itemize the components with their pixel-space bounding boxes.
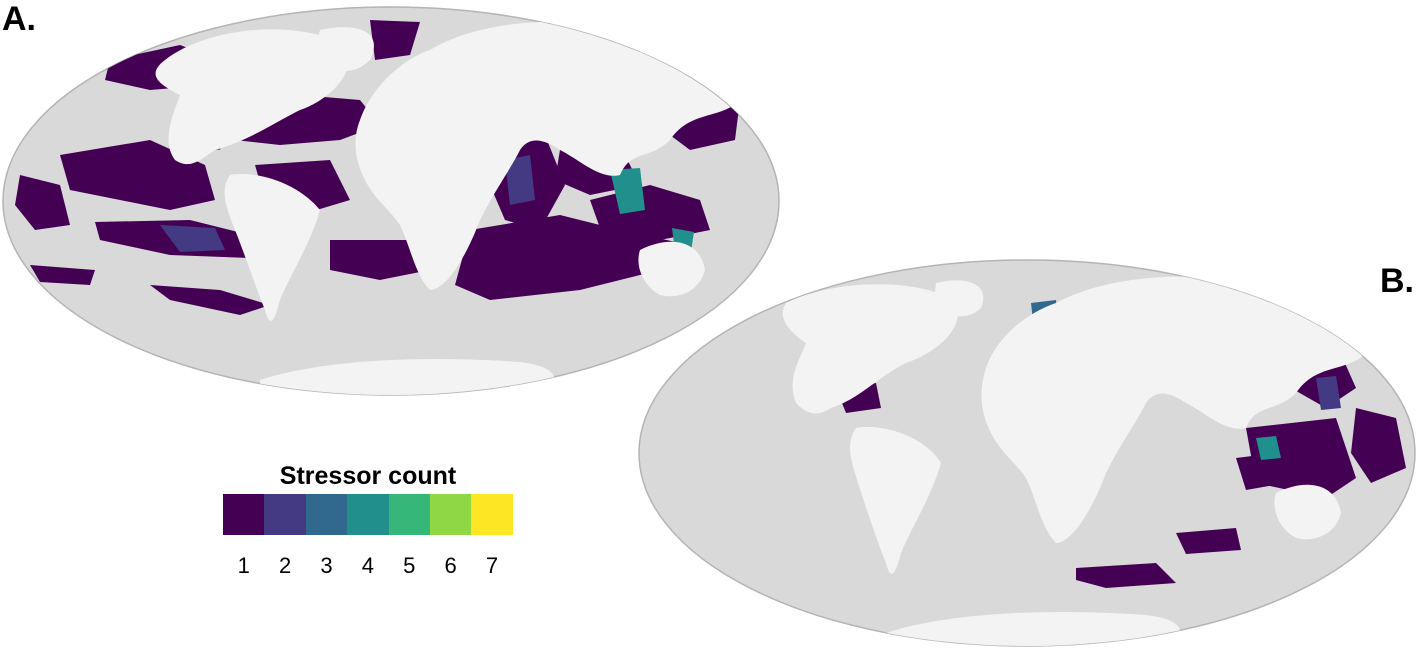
panel-label-b: B. (1380, 262, 1414, 300)
africa-eurasia-b (981, 276, 1368, 543)
world-map-b (638, 259, 1416, 647)
world-map-a (2, 6, 780, 396)
australia-b (1274, 484, 1341, 540)
legend-tick-3: 3 (320, 553, 333, 578)
greenland-a (315, 27, 374, 71)
legend-swatch-2 (264, 494, 306, 535)
legend-ticks: 1 2 3 4 5 6 7 (223, 553, 513, 579)
legend-tick-4: 4 (361, 553, 374, 578)
legend-swatch-5 (388, 494, 430, 535)
legend-swatch-1 (223, 494, 265, 535)
africa-eurasia-a (355, 21, 742, 290)
legend-tick-1: 1 (237, 553, 250, 578)
land-a (155, 21, 742, 395)
legend-tick-7: 7 (485, 553, 499, 578)
legend-title: Stressor count (279, 462, 457, 490)
north-america-a (155, 29, 349, 165)
legend-swatch-3 (305, 494, 348, 535)
south-america-a (224, 174, 320, 321)
legend-tick-2: 2 (278, 553, 292, 578)
greenland-b (934, 280, 984, 317)
legend-swatches (223, 494, 513, 535)
south-america-b (850, 427, 941, 574)
australia-a (638, 241, 705, 297)
antarctica-b (886, 612, 1180, 646)
legend: Stressor count 1 2 3 4 5 6 7 (223, 464, 513, 579)
antarctica-a (260, 359, 554, 395)
land-b (782, 276, 1368, 646)
legend-tick-6: 6 (444, 553, 457, 578)
legend-tick-5: 5 (403, 553, 416, 578)
panel-label-a: A. (2, 0, 36, 38)
legend-swatch-4 (347, 494, 389, 535)
legend-swatch-7 (471, 494, 513, 535)
north-america-b (782, 284, 958, 414)
legend-swatch-6 (429, 494, 472, 535)
